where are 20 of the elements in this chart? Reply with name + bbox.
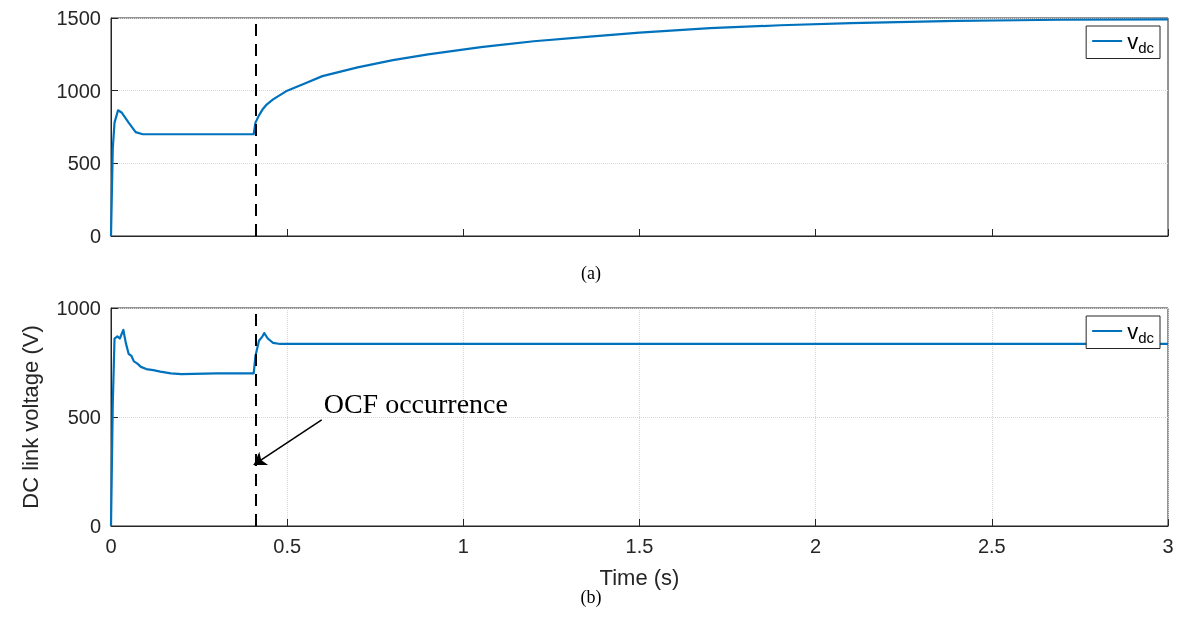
x-tick-label: 2.5 [977, 535, 1006, 557]
x-tick-label: 1.5 [625, 535, 654, 557]
x-tick-label: 0.5 [273, 535, 302, 557]
annotation: OCF occurrence [323, 388, 508, 420]
x-axis-title: Time (s) [599, 564, 680, 590]
y-tick-label: 1000 [56, 79, 101, 102]
x-tick-label: 3 [1162, 535, 1174, 557]
y-tick-label: 1000 [56, 297, 101, 319]
y-tick-label: 0 [89, 225, 101, 247]
x-tick-label: 1 [457, 535, 469, 557]
text: (a) [581, 263, 601, 284]
line-series [109, 18, 1170, 238]
y-tick-label: 1500 [56, 7, 101, 29]
y-tick-label: 500 [67, 406, 101, 428]
y-tick-label: 0 [89, 515, 101, 537]
x-tick-label: 2 [810, 535, 822, 557]
x-tick-label: 0 [105, 535, 117, 557]
y-axis-title: DC link voltage (V) [17, 325, 43, 509]
text: (b) [580, 587, 602, 608]
y-tick-label: 500 [67, 152, 101, 175]
